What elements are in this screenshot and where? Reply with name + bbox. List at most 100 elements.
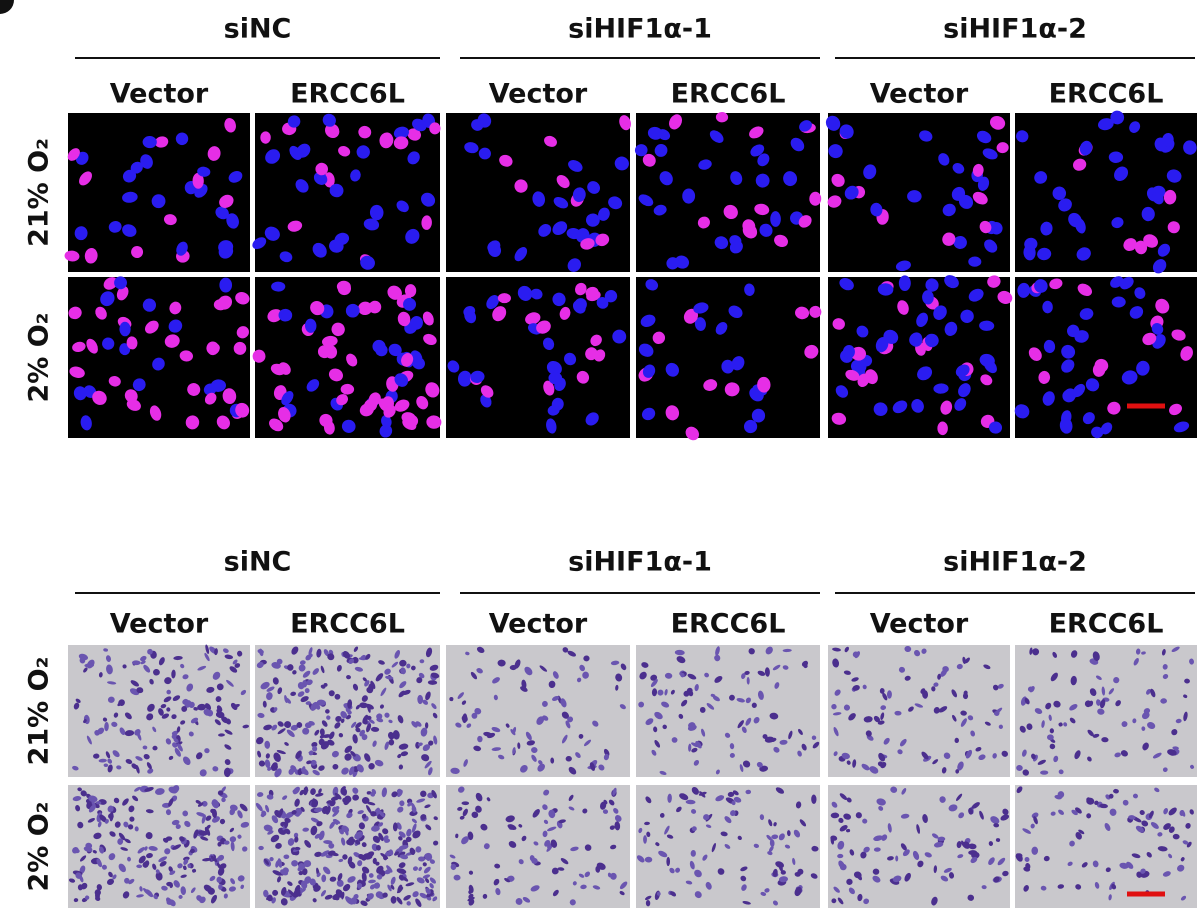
nucleus [132, 378, 146, 392]
nucleus [151, 194, 166, 209]
stained-cell [717, 868, 725, 875]
stained-cell [724, 844, 731, 849]
micrograph [446, 785, 630, 908]
stained-cell [352, 656, 359, 664]
stained-cell [378, 822, 384, 827]
nucleus [271, 281, 286, 292]
panel-letter-mark [0, 0, 14, 14]
nucleus [1049, 278, 1063, 290]
stained-cell [407, 801, 413, 807]
stained-cell [199, 769, 207, 777]
stained-cell [209, 875, 216, 882]
stained-cell [931, 686, 936, 692]
stained-cell [281, 887, 287, 896]
stained-cell [753, 843, 760, 848]
stained-cell [400, 751, 409, 757]
stained-cell [541, 700, 548, 707]
stained-cell [530, 885, 540, 892]
stained-cell [83, 719, 87, 724]
nucleus [405, 228, 420, 244]
stained-cell [575, 752, 581, 758]
stained-cell [957, 854, 964, 859]
stained-cell [724, 732, 731, 738]
stained-cell [846, 797, 852, 803]
stained-cell [1049, 728, 1054, 734]
stained-cell [493, 878, 500, 886]
nucleus [1173, 421, 1190, 433]
stained-cell [382, 892, 388, 898]
stained-cell [221, 786, 226, 793]
column-label: ERCC6L [290, 609, 405, 640]
stained-cell [533, 841, 539, 846]
nucleus [287, 220, 303, 232]
stained-cell [131, 763, 138, 770]
stained-cell [468, 893, 474, 899]
stained-cell [308, 647, 313, 656]
stained-cell [729, 753, 735, 758]
stained-cell [615, 684, 619, 691]
stained-cell [1037, 759, 1046, 765]
nucleus [1134, 287, 1146, 299]
stained-cell [305, 701, 311, 705]
nucleus [825, 115, 841, 131]
nucleus [546, 360, 562, 376]
stained-cell [400, 667, 406, 675]
nucleus [80, 415, 92, 431]
stained-cell [350, 750, 356, 757]
stained-cell [107, 696, 115, 703]
stained-cell [550, 839, 558, 848]
stained-cell [95, 896, 101, 902]
stained-cell [426, 891, 434, 898]
stained-cell [84, 663, 95, 668]
stained-cell [215, 711, 225, 719]
stained-cell [778, 876, 789, 883]
stained-cell [398, 844, 409, 850]
nucleus [1110, 110, 1125, 125]
nucleus [252, 237, 267, 250]
stained-cell [873, 715, 881, 723]
stained-cell [741, 884, 747, 891]
stained-cell [887, 823, 892, 833]
stained-cell [894, 710, 902, 716]
stained-cell [510, 728, 516, 736]
stained-cell [277, 728, 286, 735]
nucleus [412, 118, 427, 132]
stained-cell [938, 706, 948, 713]
stained-cell [1071, 809, 1078, 816]
stained-cell [383, 835, 389, 842]
stained-cell [834, 689, 841, 696]
stained-cell [1141, 651, 1146, 655]
stained-cell [659, 770, 667, 776]
stained-cell [425, 691, 431, 701]
stained-cell [195, 752, 203, 760]
stained-cell [326, 715, 331, 720]
nucleus [1061, 344, 1076, 359]
stained-cell [552, 889, 559, 897]
stained-cell [914, 650, 921, 657]
nucleus [798, 215, 812, 228]
nucleus [572, 300, 586, 314]
stained-cell [355, 722, 362, 729]
nucleus [1042, 391, 1055, 406]
stained-cell [309, 878, 316, 886]
nucleus [839, 124, 854, 139]
stained-cell [193, 829, 199, 839]
nucleus [942, 232, 956, 246]
micrograph [1015, 785, 1197, 908]
stained-cell [376, 865, 384, 874]
stained-cell [111, 721, 118, 727]
stained-cell [899, 738, 907, 747]
stained-cell [865, 730, 872, 737]
nucleus [715, 111, 729, 123]
stained-cell [872, 868, 880, 875]
stained-cell [1096, 699, 1101, 706]
nucleus [404, 284, 417, 298]
stained-cell [895, 855, 899, 862]
stained-cell [335, 715, 342, 722]
stained-cell [931, 896, 938, 906]
stained-cell [294, 836, 299, 843]
stained-cell [862, 818, 868, 824]
stained-cell [645, 895, 652, 901]
stained-cell [178, 894, 183, 899]
